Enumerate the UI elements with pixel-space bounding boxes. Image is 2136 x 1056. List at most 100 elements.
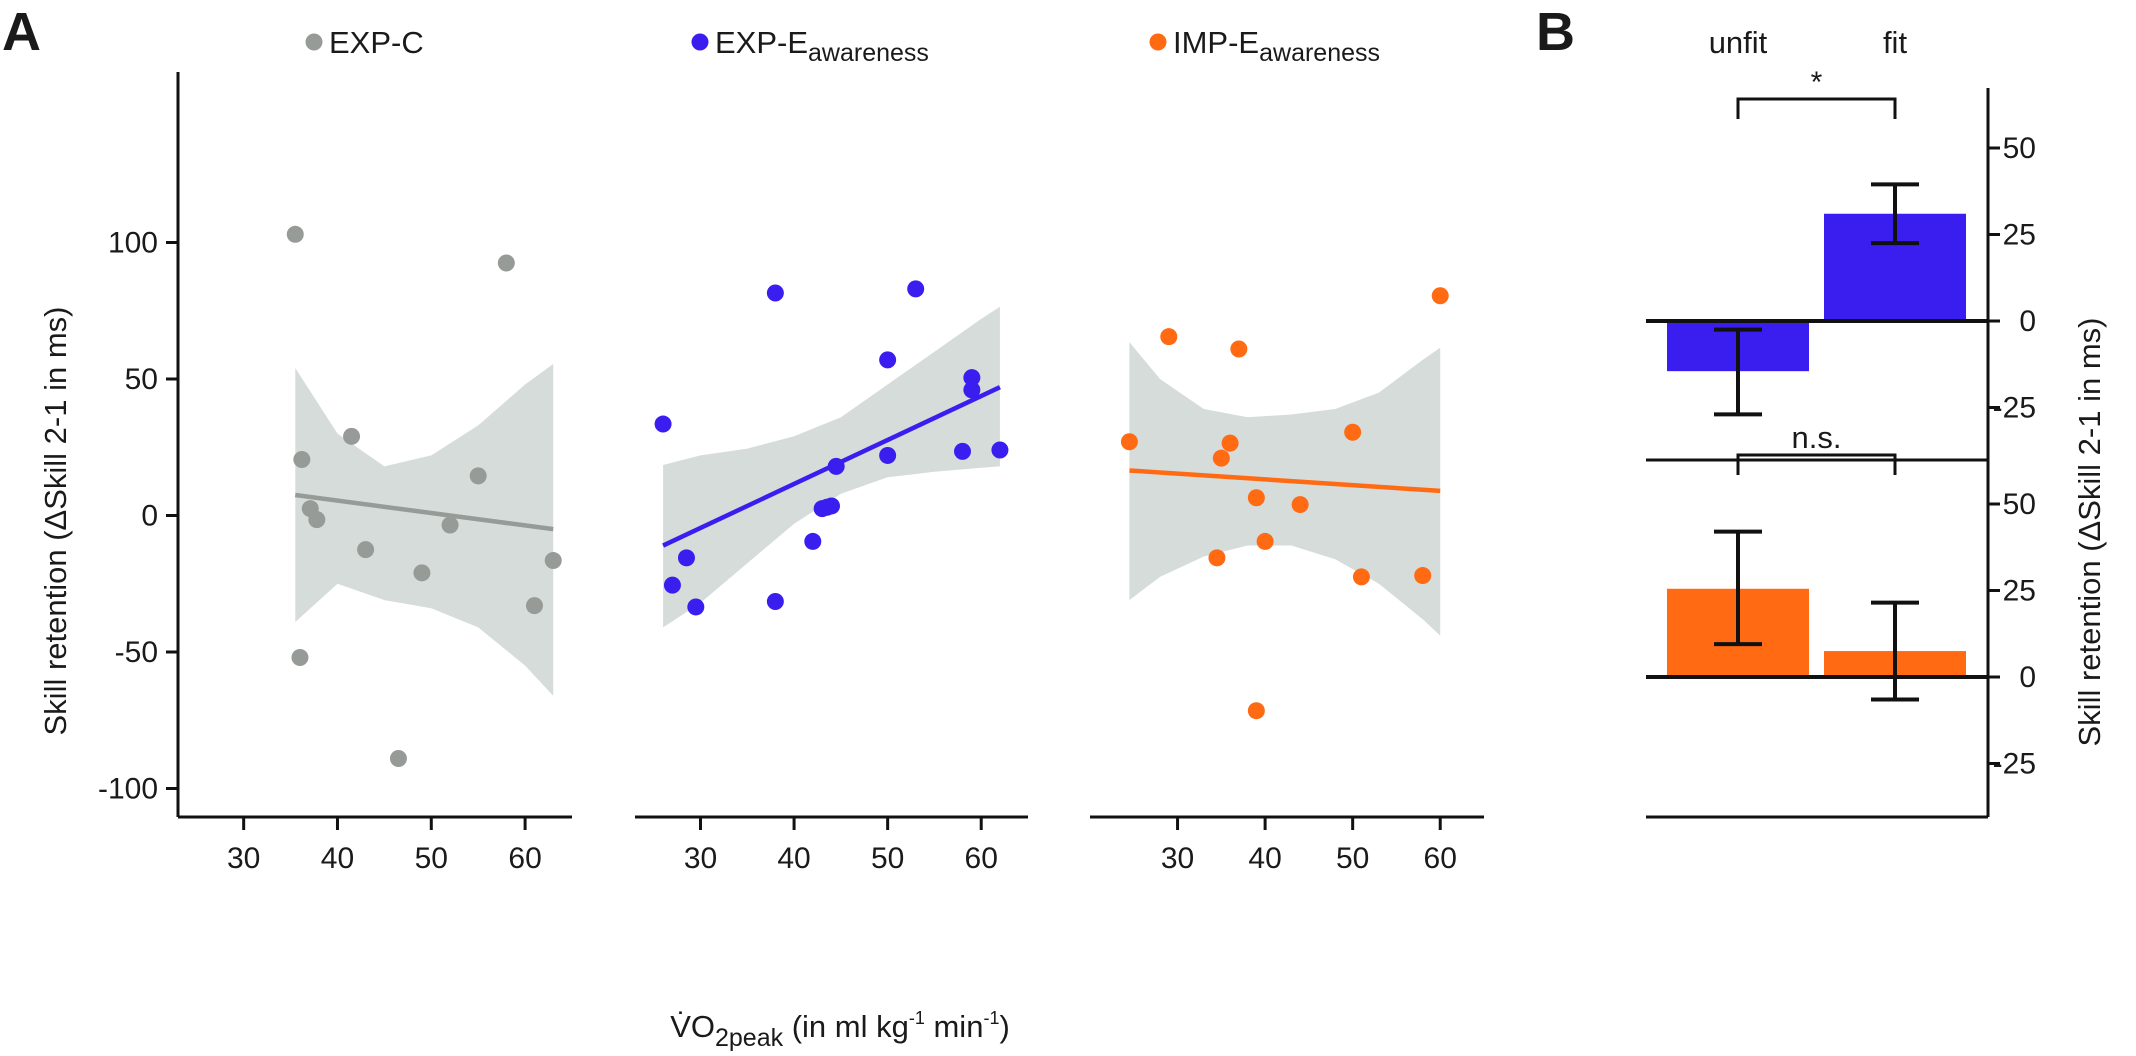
x-tick-label: 50 (415, 842, 448, 875)
legend-label-sub: awareness (808, 39, 929, 67)
legend-marker (305, 33, 323, 51)
data-point (804, 532, 822, 550)
data-point (1247, 702, 1265, 720)
data-point (343, 427, 361, 445)
significance-bracket (1736, 97, 1897, 119)
x-tick-label: 60 (508, 842, 541, 875)
data-point (544, 552, 562, 570)
data-point (963, 381, 981, 399)
data-point (308, 511, 326, 529)
data-point (1291, 496, 1309, 514)
x-tick-label: 40 (321, 842, 354, 875)
data-point (1230, 340, 1248, 358)
data-point (879, 446, 897, 464)
regression-line (662, 385, 1001, 548)
right-y-tick-label: 0 (2019, 305, 2036, 338)
legend-label-sub: awareness (1259, 39, 1380, 67)
confidence-band (295, 364, 554, 696)
panel-a-y-axis-title: Skill retention (ΔSkill 2-1 in ms) (38, 307, 73, 736)
bar-row-2: 50 25 0 -25 n.s. (1646, 420, 2036, 819)
data-point (389, 749, 407, 767)
category-label-unfit: unfit (1709, 25, 1768, 60)
subpanel-1: 30 40 50 60 EXP-C (178, 25, 572, 875)
data-point (1344, 423, 1362, 441)
x-title-sup2: -1 (983, 1008, 999, 1028)
data-point (441, 516, 459, 534)
legend-label-main: IMP-E (1173, 25, 1259, 60)
x-tick-label: 40 (1248, 842, 1281, 875)
category-label-fit: fit (1883, 25, 1908, 60)
legend-label: EXP-C (329, 25, 424, 60)
data-point (1208, 549, 1226, 567)
panel-a-y-tick-label: -100 (98, 773, 158, 806)
data-point (293, 451, 311, 469)
right-y-tick-label: 25 (2003, 575, 2036, 608)
x-title-prefix: V̇O (670, 1009, 715, 1044)
data-point (469, 467, 487, 485)
x-tick-label: 30 (1161, 842, 1194, 875)
data-point (1352, 568, 1370, 586)
legend-label-main: EXP-E (715, 25, 808, 60)
bar-row-1: 50 25 0 -25 * (1646, 66, 2036, 462)
x-tick-label: 50 (871, 842, 904, 875)
data-point (663, 576, 681, 594)
legend-marker (1149, 33, 1167, 51)
data-point (357, 541, 375, 559)
data-point (766, 284, 784, 302)
x-tick-label: 60 (965, 842, 998, 875)
x-tick-label: 30 (227, 842, 260, 875)
panel-a-y-tick-label: 100 (108, 227, 158, 260)
right-y-tick-label: 0 (2019, 661, 2036, 694)
data-point (1431, 287, 1449, 305)
panel-a-y-tick-label: 0 (141, 500, 158, 533)
panel-a-x-axis-title: V̇O2peak (in ml kg-1 min-1) (670, 1008, 1010, 1052)
regression-line (294, 492, 554, 532)
data-point (991, 441, 1009, 459)
data-point (1212, 449, 1230, 467)
data-point (497, 254, 515, 272)
right-y-tick-label: -25 (1993, 748, 2036, 781)
data-point (654, 415, 672, 433)
x-title-sup1: -1 (909, 1008, 925, 1028)
data-point (879, 351, 897, 369)
x-title-text1: (in ml kg (783, 1009, 909, 1044)
data-point (766, 592, 784, 610)
data-point (1414, 567, 1432, 585)
data-point (286, 225, 304, 243)
data-point (525, 597, 543, 615)
x-title-sub: 2peak (715, 1024, 784, 1052)
right-y-tick-label: -25 (1993, 392, 2036, 425)
subpanel-3: 30 40 50 60 IMP-Eawareness (1090, 25, 1484, 875)
legend-label-main: EXP-C (329, 25, 424, 60)
panel-b-bar-group: unfit fit 50 25 0 -25 * 50 25 0 -25 n.s. (1646, 25, 2036, 819)
data-point (677, 549, 695, 567)
legend-label: EXP-Eawareness (715, 25, 929, 67)
data-point (1160, 328, 1178, 346)
data-point (291, 648, 309, 666)
right-y-tick-label: 50 (2003, 488, 2036, 521)
x-title-text3: ) (999, 1009, 1009, 1044)
subpanel-2: 30 40 50 60 EXP-Eawareness (635, 25, 1028, 875)
panel-b-letter: B (1536, 2, 1575, 62)
regression-line (1129, 468, 1441, 494)
x-title-text2: min (925, 1009, 984, 1044)
data-point (1256, 532, 1274, 550)
data-point (687, 598, 705, 616)
x-tick-label: 60 (1424, 842, 1457, 875)
right-y-tick-label: 25 (2003, 219, 2036, 252)
panel-a-y-tick-label: -50 (115, 636, 158, 669)
significance-label: * (1811, 66, 1823, 99)
data-point (1221, 434, 1239, 452)
data-point (1120, 433, 1138, 451)
panel-a-y-tick-label: 50 (125, 363, 158, 396)
data-point (907, 280, 925, 298)
data-point (1247, 489, 1265, 507)
legend-label: IMP-Eawareness (1173, 25, 1380, 67)
data-point (413, 564, 431, 582)
confidence-band (1129, 342, 1441, 636)
x-tick-label: 30 (684, 842, 717, 875)
significance-bracket (1736, 453, 1897, 475)
legend-marker (691, 33, 709, 51)
